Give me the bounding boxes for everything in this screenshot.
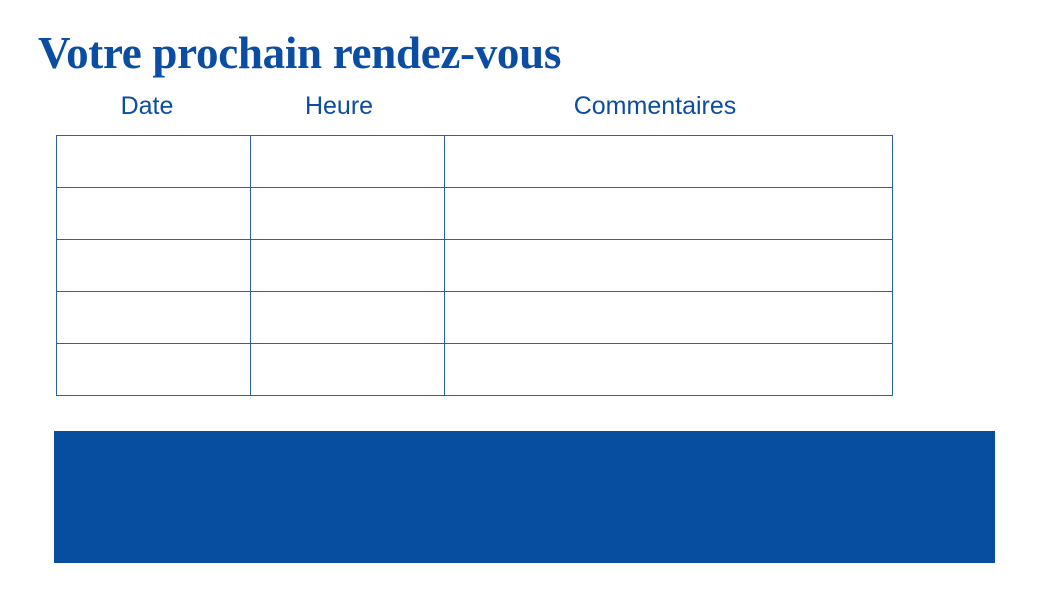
header-time: Heure (304, 92, 374, 120)
date-cell[interactable] (56, 187, 251, 240)
table-row (56, 343, 893, 396)
table-row (56, 135, 893, 188)
table-row (56, 239, 893, 292)
comments-cell[interactable] (444, 291, 893, 344)
header-comments: Commentaires (573, 92, 737, 120)
time-cell[interactable] (250, 239, 445, 292)
time-cell[interactable] (250, 135, 445, 188)
time-cell[interactable] (250, 343, 445, 396)
date-cell[interactable] (56, 239, 251, 292)
page-title: Votre prochain rendez-vous (38, 28, 562, 78)
footer-band (54, 431, 995, 563)
table-row (56, 187, 893, 240)
date-cell[interactable] (56, 291, 251, 344)
comments-cell[interactable] (444, 135, 893, 188)
date-cell[interactable] (56, 135, 251, 188)
time-cell[interactable] (250, 187, 445, 240)
appointment-table (56, 135, 893, 396)
comments-cell[interactable] (444, 239, 893, 292)
comments-cell[interactable] (444, 343, 893, 396)
time-cell[interactable] (250, 291, 445, 344)
header-date: Date (120, 92, 174, 120)
date-cell[interactable] (56, 343, 251, 396)
table-row (56, 291, 893, 344)
comments-cell[interactable] (444, 187, 893, 240)
